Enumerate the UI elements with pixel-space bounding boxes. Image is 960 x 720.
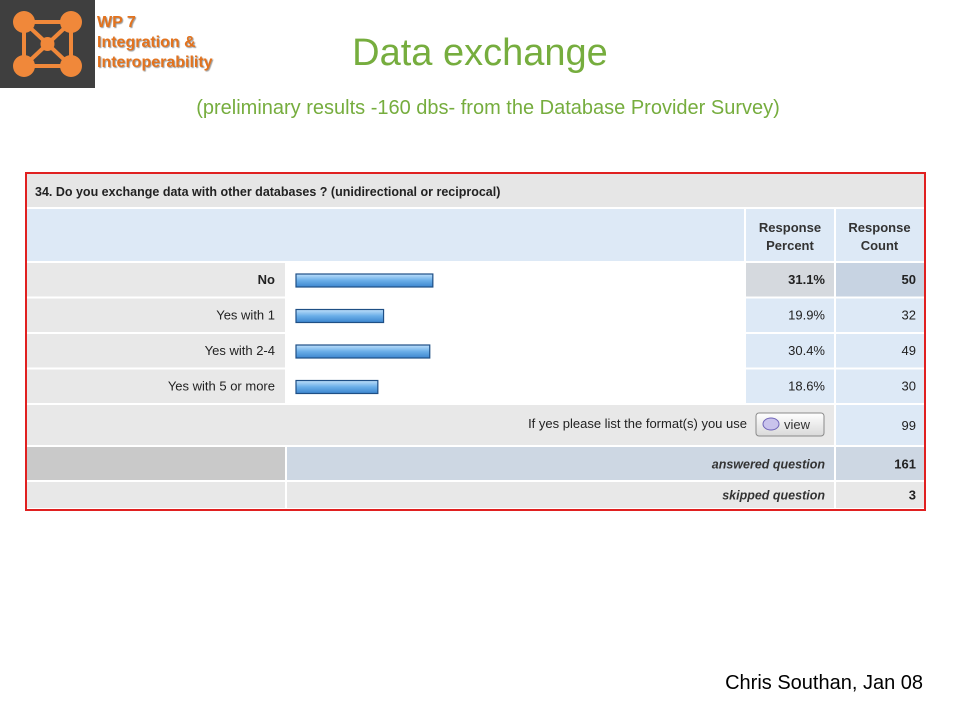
text-response-count-cell — [835, 404, 924, 446]
summary-blank-cell — [27, 481, 286, 508]
column-header-band — [27, 208, 924, 262]
author-footer: Chris Southan, Jan 08 — [725, 672, 923, 694]
network-nodes-logo — [0, 0, 95, 88]
summary-value: 3 — [909, 488, 916, 503]
text-response-label: If yes please list the format(s) you use — [528, 416, 747, 431]
summary-value-cell — [835, 446, 924, 481]
count-label: 49 — [902, 343, 916, 358]
slide-title: Data exchange — [352, 32, 608, 74]
row-percent-cell — [745, 368, 835, 404]
wp-line: WP 7 — [97, 14, 136, 31]
summary-value: 161 — [894, 457, 916, 472]
category-label: No — [258, 272, 275, 287]
speech-bubble-icon — [762, 417, 780, 431]
view-button-label[interactable]: view — [784, 417, 811, 432]
row-percent-cell — [745, 297, 835, 333]
row-percent-cell — [745, 333, 835, 369]
wp-line: Interoperability — [97, 54, 213, 71]
percent-label: 31.1% — [788, 272, 825, 287]
row-count-cell — [835, 368, 924, 404]
percent-label: 19.9% — [788, 308, 825, 323]
question-header — [27, 174, 924, 208]
survey-bar-chart: 34. Do you exchange data with other data… — [27, 174, 924, 508]
response-bar — [295, 308, 385, 324]
response-bar — [295, 379, 379, 395]
category-label: Yes with 1 — [216, 308, 275, 323]
row-label-cell — [27, 262, 286, 298]
column-header: Response Count — [848, 220, 910, 253]
row-count-cell — [835, 297, 924, 333]
summary-label: answered question — [712, 458, 826, 472]
summary-label: skipped question — [722, 489, 825, 503]
response-bar — [295, 344, 431, 359]
text-response-count: 99 — [902, 418, 916, 433]
summary-label-cell — [286, 446, 835, 481]
count-label: 50 — [902, 272, 916, 287]
row-count-cell — [835, 333, 924, 369]
row-label-cell — [27, 297, 286, 333]
category-label: Yes with 2-4 — [205, 343, 275, 358]
wp-line: Integration & — [97, 34, 196, 51]
survey-results-panel: 34. Do you exchange data with other data… — [25, 172, 926, 511]
row-label-cell — [27, 368, 286, 404]
row-label-cell — [27, 333, 286, 369]
row-percent-cell — [745, 262, 835, 298]
count-label: 30 — [902, 379, 916, 394]
column-header: Response Percent — [759, 220, 821, 253]
count-label: 32 — [902, 308, 916, 323]
row-count-cell — [835, 262, 924, 298]
summary-label-cell — [286, 481, 835, 508]
response-bar — [295, 273, 434, 288]
question-title: 34. Do you exchange data with other data… — [35, 185, 500, 199]
text-response-row — [27, 404, 835, 446]
work-package-label: WP 7 Integration & Interoperability — [97, 13, 213, 73]
slide-subtitle: (preliminary results -160 dbs- from the … — [196, 97, 780, 119]
category-label: Yes with 5 or more — [168, 379, 275, 394]
percent-label: 18.6% — [788, 379, 825, 394]
percent-label: 30.4% — [788, 343, 825, 358]
summary-blank-cell — [27, 446, 286, 481]
summary-value-cell — [835, 481, 924, 508]
